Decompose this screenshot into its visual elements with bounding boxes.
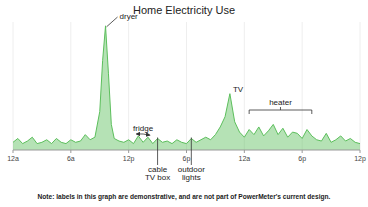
annotation-line bbox=[157, 137, 158, 165]
x-tick-label: 6p bbox=[183, 155, 191, 163]
x-tick-label: 12p bbox=[123, 155, 135, 163]
grid-line bbox=[244, 22, 245, 150]
x-tick-label: 6a bbox=[67, 155, 75, 162]
annotation-arrow bbox=[136, 133, 143, 134]
annotation-line bbox=[107, 17, 118, 27]
area-fill bbox=[13, 26, 360, 150]
annotations: dryer fridge cableTV box outdoorlights TV hea… bbox=[107, 12, 312, 182]
grid-line bbox=[302, 22, 303, 150]
annotation-label: TV bbox=[233, 85, 244, 94]
x-axis bbox=[13, 150, 360, 151]
annotation-label: cableTV box bbox=[145, 165, 170, 182]
grid-line bbox=[13, 22, 14, 150]
annotation-bracket bbox=[249, 107, 312, 114]
grid-line bbox=[360, 22, 361, 150]
chart: Home Electricity Use12a6a12p6p12a6p12pdr… bbox=[0, 0, 368, 207]
x-tick-label: 6p bbox=[298, 155, 306, 163]
annotation-arrow bbox=[143, 134, 150, 135]
grid bbox=[13, 22, 360, 153]
x-tick-label: 12p bbox=[354, 155, 366, 163]
annotation-line bbox=[191, 137, 192, 165]
grid-line bbox=[128, 22, 129, 150]
plot-area bbox=[13, 26, 360, 150]
annotation-label: dryer bbox=[120, 12, 139, 21]
grid-line bbox=[186, 22, 187, 150]
note: Note: labels in this graph are demonstra… bbox=[38, 193, 331, 201]
annotation-label: outdoorlights bbox=[178, 165, 205, 182]
area-line bbox=[13, 26, 360, 144]
title: Home Electricity Use bbox=[133, 4, 235, 16]
grid-line bbox=[70, 22, 71, 150]
annotation-label: fridge bbox=[133, 124, 154, 133]
x-tick-label: 12a bbox=[238, 155, 250, 162]
x-tick-label: 12a bbox=[7, 155, 19, 162]
annotation-label: heater bbox=[269, 98, 292, 107]
